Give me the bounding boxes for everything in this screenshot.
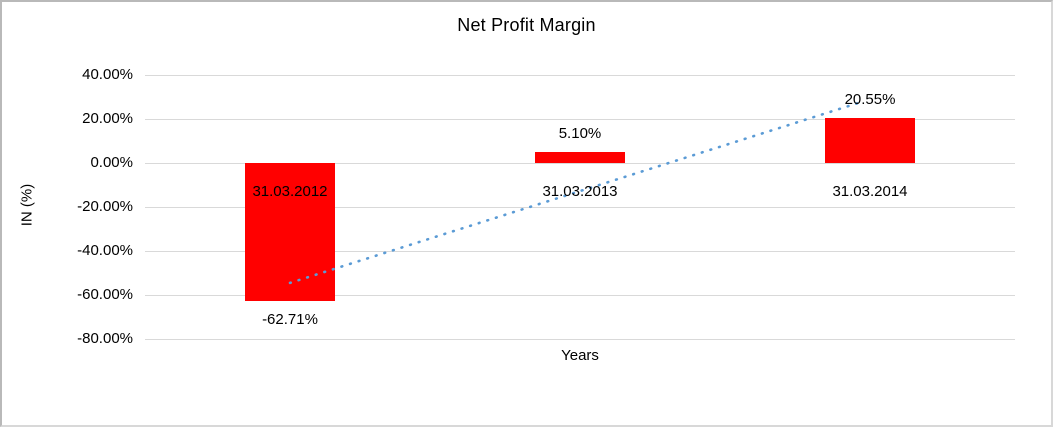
- gridline: [145, 294, 1015, 296]
- data-label: 20.55%: [844, 90, 896, 108]
- gridline: [145, 338, 1015, 340]
- bar-31.03.2014: [825, 117, 915, 163]
- y-tick-label: -80.00%: [77, 330, 133, 347]
- category-label: 31.03.2012: [252, 183, 328, 200]
- y-tick-label: -40.00%: [77, 242, 133, 259]
- x-axis-title: Years: [561, 347, 599, 364]
- gridline: [145, 74, 1015, 76]
- y-tick-label: 20.00%: [82, 110, 133, 127]
- chart-title: Net Profit Margin: [457, 15, 596, 35]
- bar-31.03.2013: [535, 151, 625, 163]
- category-label: 31.03.2014: [832, 183, 908, 200]
- data-label: 5.10%: [558, 124, 602, 142]
- y-tick-label: -60.00%: [77, 286, 133, 303]
- category-label: 31.03.2013: [542, 183, 618, 200]
- y-tick-label: 40.00%: [82, 66, 133, 83]
- y-tick-label: -20.00%: [77, 198, 133, 215]
- data-label: -62.71%: [262, 310, 318, 328]
- y-tick-label: 0.00%: [90, 154, 133, 171]
